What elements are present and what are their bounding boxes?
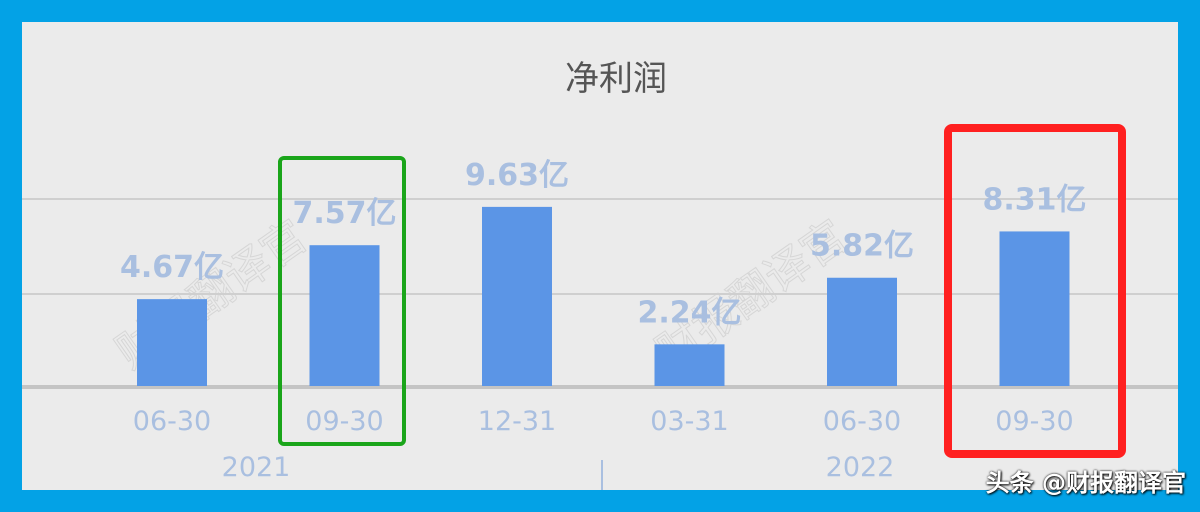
data-label: 5.82亿 [810,229,914,264]
bar [482,206,552,386]
bar [309,245,380,386]
highlight-box [278,156,406,446]
x-tick-label: 12-31 [478,406,556,437]
bar [999,231,1070,386]
chart-panel [22,22,1178,490]
group-label: 2022 [826,452,895,483]
data-label: 2.24亿 [637,295,741,330]
x-tick-label: 09-30 [305,406,383,437]
bar [137,299,207,386]
data-label: 7.57亿 [292,196,396,231]
data-label: 8.31亿 [982,182,1086,217]
bar [654,344,725,386]
chart-title: 净利润 [565,59,667,99]
data-label: 4.67亿 [120,250,224,285]
x-tick-label: 03-31 [650,406,728,437]
highlight-box [944,124,1126,458]
group-label: 2021 [222,452,291,483]
x-tick-label: 06-30 [133,406,211,437]
footer-credit: 头条 @财报翻译官 [985,469,1186,497]
x-tick-label: 09-30 [995,406,1073,437]
bar [827,277,897,386]
x-tick-label: 06-30 [823,406,901,437]
data-label: 9.63亿 [465,158,569,193]
